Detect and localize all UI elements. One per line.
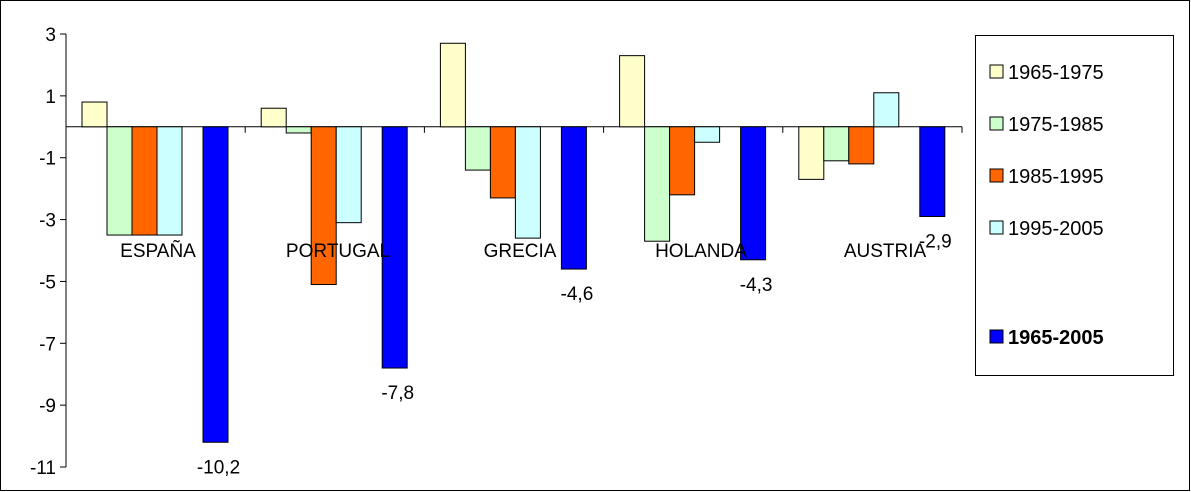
bar-1965-2005-PORTUGAL [381, 126, 408, 369]
bar-1985-1995-PORTUGAL [310, 126, 337, 286]
bar-1975-1985-AUSTRIA [823, 126, 850, 162]
bar-1995-2005-HOLANDA [694, 126, 721, 143]
label-layer: ESPAÑA PORTUGAL GRECIA HOLANDA AUSTRIA -10,2 -… [120, 231, 952, 478]
bar-1965-1975-HOLANDA [619, 55, 646, 128]
y-tick-label: 3 [45, 25, 56, 46]
bar-1965-1975-AUSTRIA [798, 126, 825, 180]
legend-swatch [989, 329, 1004, 344]
legend: 1965-1975 1975-1985 1985-1995 1995-2005 1965… [975, 35, 1174, 376]
bar-1995-2005-PORTUGAL [335, 126, 362, 224]
y-tick-label: -11 [30, 458, 56, 479]
legend-label: 1975-1985 [1008, 114, 1104, 136]
bar-1965-1975-PORTUGAL [260, 107, 287, 128]
data-label: -10,2 [197, 457, 240, 478]
bar-1985-1995-AUSTRIA [848, 126, 875, 165]
data-label: -2,9 [919, 231, 952, 252]
y-tick-label: 1 [45, 87, 56, 108]
bar-1975-1985-HOLANDA [644, 126, 671, 242]
y-tick-label: -1 [39, 149, 56, 170]
bar-1985-1995-ESPAÑA [131, 126, 158, 236]
bar-1995-2005-ESPAÑA [156, 126, 183, 236]
category-label: HOLANDA [655, 241, 747, 262]
data-label: -4,6 [561, 284, 594, 305]
bar-1995-2005-GRECIA [514, 126, 541, 239]
bar-1965-1975-GRECIA [439, 42, 466, 128]
data-label: -7,8 [381, 383, 414, 404]
y-tick-label: -7 [39, 334, 56, 355]
category-label: PORTUGAL [286, 241, 390, 262]
bar-1975-1985-ESPAÑA [106, 126, 133, 236]
bar-1965-2005-ESPAÑA [202, 126, 229, 443]
legend-label: 1995-2005 [1008, 218, 1104, 240]
legend-label: 1965-1975 [1008, 62, 1104, 84]
legend-box [975, 35, 1174, 376]
bar-1995-2005-AUSTRIA [873, 92, 900, 128]
bar-1985-1995-HOLANDA [669, 126, 696, 196]
category-label: GRECIA [484, 241, 557, 262]
data-label: -4,3 [740, 275, 773, 296]
bar-1965-2005-AUSTRIA [919, 126, 946, 217]
bar-1985-1995-GRECIA [489, 126, 516, 199]
y-tick-label: -5 [39, 272, 56, 293]
bar-1975-1985-GRECIA [464, 126, 491, 171]
legend-label: 1985-1995 [1008, 166, 1104, 188]
bar-1975-1985-PORTUGAL [285, 126, 312, 134]
y-tick-label: -9 [39, 396, 56, 417]
legend-swatch [989, 168, 1004, 183]
legend-swatch [989, 220, 1004, 235]
bar-layer [81, 42, 946, 443]
y-tick-label: -3 [39, 211, 56, 232]
category-label: AUSTRIA [844, 241, 927, 262]
bar-1965-1975-ESPAÑA [81, 101, 108, 128]
bar-1965-2005-HOLANDA [740, 126, 767, 261]
legend-swatch [989, 64, 1004, 79]
legend-label: 1965-2005 [1008, 327, 1104, 349]
bar-1965-2005-GRECIA [560, 126, 587, 270]
legend-swatch [989, 116, 1004, 131]
category-label: ESPAÑA [120, 240, 196, 262]
